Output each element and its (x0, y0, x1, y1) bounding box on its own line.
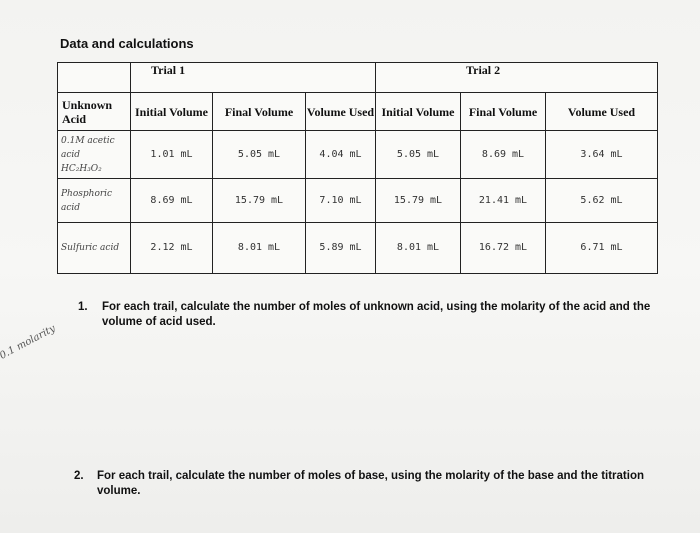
volume-cell: 3.64 mL (545, 130, 658, 179)
volume-cell: 5.05 mL (212, 130, 306, 179)
column-header: Initial Volume (130, 92, 213, 131)
acid-name: 0.1M acetic acid (61, 135, 115, 160)
trial-header: Trial 2 (375, 62, 658, 93)
acid-name: HC₂H₃O₂ (61, 163, 102, 174)
volume-cell: 7.10 mL (305, 178, 376, 223)
acid-name-cell: Sulfuric acid (57, 222, 131, 274)
heading: Data and calculations (60, 36, 194, 51)
volume-cell: 5.62 mL (545, 178, 658, 223)
volume-cell: 15.79 mL (375, 178, 461, 223)
acid-name: Phosphoric acid (61, 188, 113, 213)
data-row: 0.1M acetic acid HC₂H₃O₂ 1.01 mL 5.05 mL 4.0… (57, 130, 658, 179)
data-row: Phosphoric acid 8.69 mL 15.79 mL 7.10 mL 15.… (57, 178, 658, 223)
acid-name-cell: Phosphoric acid (57, 178, 131, 223)
column-header: Volume Used (545, 92, 658, 131)
question-text: For each trail, calculate the number of … (97, 470, 644, 497)
column-header: Final Volume (460, 92, 546, 131)
volume-cell: 8.01 mL (212, 222, 306, 274)
volume-cell: 15.79 mL (212, 178, 306, 223)
volume-cell: 6.71 mL (545, 222, 658, 274)
column-header: Final Volume (212, 92, 306, 131)
column-header: Unknown Acid (57, 92, 131, 131)
volume-cell: 8.01 mL (375, 222, 461, 274)
margin-note: 0.1 molarity (0, 323, 58, 362)
column-header: Volume Used (305, 92, 376, 131)
volume-cell: 4.04 mL (305, 130, 376, 179)
trial-header: Trial 1 (130, 62, 376, 93)
volume-cell: 8.69 mL (460, 130, 546, 179)
header-row: Unknown Acid Initial Volume Final Volume Vo… (57, 92, 658, 131)
question-text: For each trail, calculate the number of … (102, 301, 651, 328)
data-table: Trial 1 Trial 2 Unknown Acid Initial Volu… (57, 62, 658, 274)
volume-cell: 2.12 mL (130, 222, 213, 274)
volume-cell: 21.41 mL (460, 178, 546, 223)
volume-cell: 5.89 mL (305, 222, 376, 274)
volume-cell: 5.05 mL (375, 130, 461, 179)
acid-name-cell: 0.1M acetic acid HC₂H₃O₂ (57, 130, 131, 179)
data-row: Sulfuric acid 2.12 mL 8.01 mL 5.89 mL 8.01 m… (57, 222, 658, 274)
acid-name: Sulfuric acid (61, 243, 120, 253)
volume-cell: 8.69 mL (130, 178, 213, 223)
question-number: 1. (78, 301, 88, 313)
column-header: Initial Volume (375, 92, 461, 131)
question-number: 2. (74, 470, 84, 482)
volume-cell: 16.72 mL (460, 222, 546, 274)
volume-cell: 1.01 mL (130, 130, 213, 179)
blank-cell (57, 62, 131, 93)
